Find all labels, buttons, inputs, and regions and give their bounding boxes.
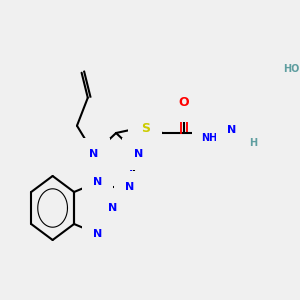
Text: N: N <box>93 229 102 239</box>
Text: H: H <box>249 138 257 148</box>
Text: O: O <box>179 97 190 110</box>
Text: N: N <box>227 125 236 135</box>
Text: N: N <box>107 203 117 213</box>
Text: N: N <box>134 149 143 159</box>
Text: NH: NH <box>202 133 218 143</box>
Text: N: N <box>89 149 99 159</box>
Text: N: N <box>93 177 102 187</box>
Text: N: N <box>125 182 134 192</box>
Text: HO: HO <box>284 64 300 74</box>
Text: S: S <box>141 122 150 134</box>
